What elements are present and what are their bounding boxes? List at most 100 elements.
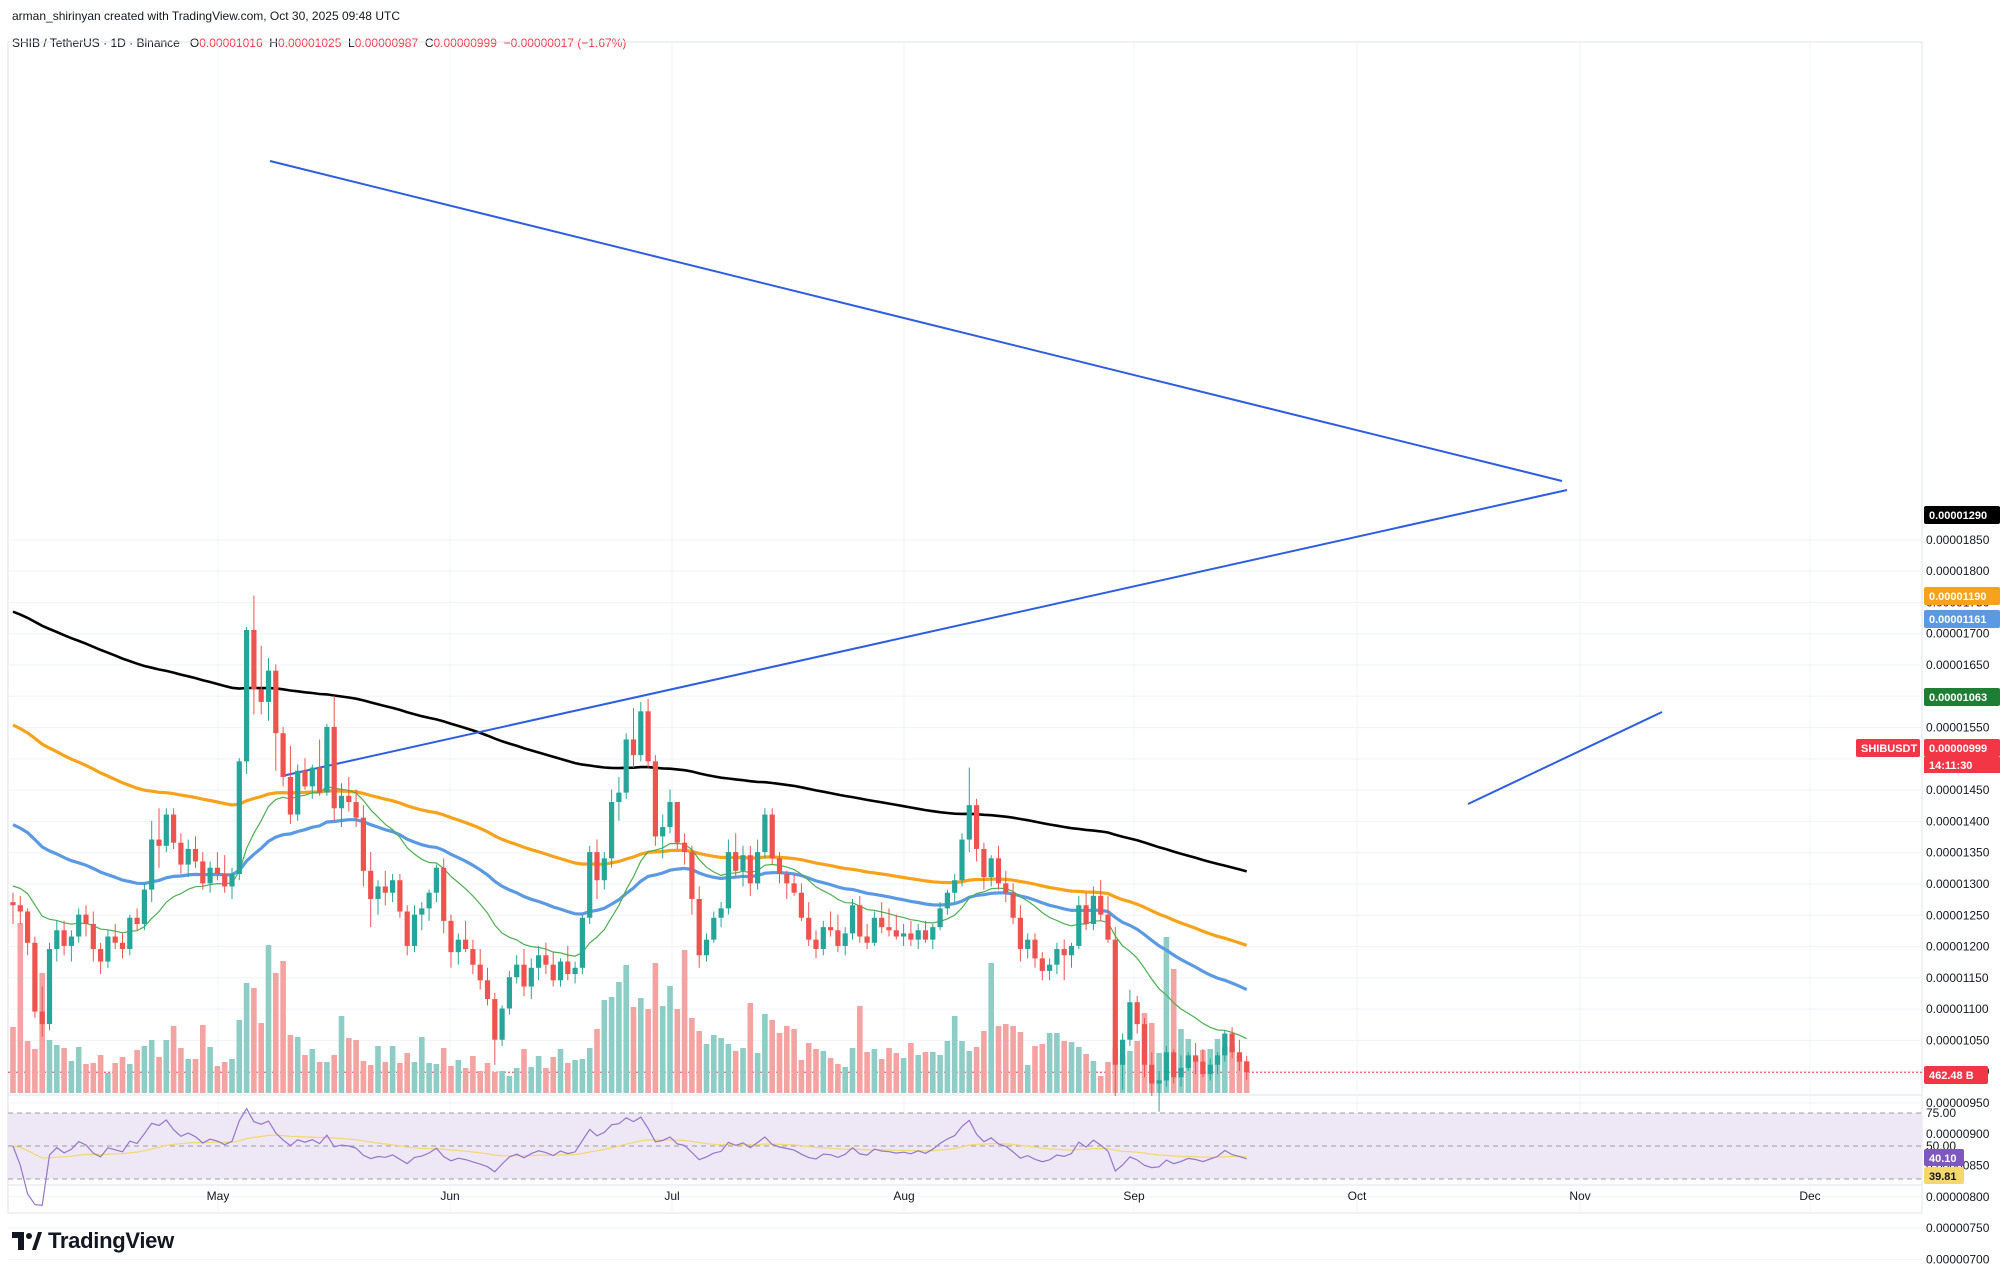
candle-body[interactable] — [1214, 1055, 1221, 1065]
candle-body[interactable] — [849, 905, 856, 934]
candle-body[interactable] — [1025, 939, 1031, 950]
candle-body[interactable] — [638, 711, 644, 756]
candle-body[interactable] — [258, 689, 264, 702]
candle-body[interactable] — [338, 795, 345, 809]
candle-body[interactable] — [280, 733, 286, 777]
candle-body[interactable] — [222, 873, 228, 887]
candle-body[interactable] — [776, 858, 783, 874]
candle-body[interactable] — [1149, 1064, 1155, 1084]
candle-body[interactable] — [470, 949, 476, 965]
candle-body[interactable] — [411, 914, 418, 946]
candle-body[interactable] — [652, 761, 658, 837]
candle-body[interactable] — [1236, 1052, 1242, 1062]
candle-body[interactable] — [477, 964, 483, 981]
trendline[interactable] — [281, 489, 1568, 777]
candle-body[interactable] — [667, 802, 673, 828]
candle-body[interactable] — [871, 917, 877, 943]
candle-body[interactable] — [10, 902, 16, 906]
candle-body[interactable] — [959, 839, 965, 881]
candle-body[interactable] — [966, 805, 972, 840]
candle-body[interactable] — [733, 852, 739, 871]
candle-body[interactable] — [660, 827, 666, 837]
candle-body[interactable] — [857, 905, 863, 937]
candle-body[interactable] — [543, 955, 549, 965]
candle-body[interactable] — [1047, 964, 1053, 971]
candle-body[interactable] — [1156, 1080, 1162, 1084]
trendlines[interactable] — [269, 160, 1663, 805]
candle-body[interactable] — [207, 867, 213, 884]
candle-body[interactable] — [901, 933, 907, 937]
candle-body[interactable] — [236, 761, 242, 874]
candle-body[interactable] — [864, 936, 870, 943]
candle-body[interactable] — [433, 867, 439, 893]
candle-body[interactable] — [90, 924, 96, 950]
candle-body[interactable] — [893, 930, 899, 937]
trendline[interactable] — [1467, 711, 1663, 805]
candle-body[interactable] — [579, 917, 585, 968]
candle-body[interactable] — [192, 848, 199, 862]
candle-body[interactable] — [1171, 1052, 1177, 1078]
candle-body[interactable] — [273, 670, 279, 734]
symbol-legend[interactable]: SHIB / TetherUS · 1D · Binance O0.000010… — [12, 36, 626, 50]
candle-body[interactable] — [974, 805, 980, 849]
candle-body[interactable] — [134, 917, 140, 925]
candle-body[interactable] — [251, 629, 257, 690]
candle-body[interactable] — [112, 936, 118, 943]
candle-body[interactable] — [682, 842, 688, 853]
candle-body[interactable] — [156, 839, 162, 846]
candle-body[interactable] — [419, 908, 425, 915]
candle-body[interactable] — [995, 858, 1002, 884]
candle-body[interactable] — [755, 852, 761, 884]
time-axis[interactable]: May Jun Jul Aug Sep Oct Nov Dec — [207, 1189, 1821, 1203]
candle-body[interactable] — [1098, 895, 1104, 915]
candle-body[interactable] — [791, 883, 797, 893]
candle-body[interactable] — [689, 852, 695, 899]
candle-body[interactable] — [61, 930, 67, 946]
candle-body[interactable] — [645, 711, 651, 762]
candle-body[interactable] — [806, 917, 812, 940]
candle-body[interactable] — [331, 726, 337, 809]
candle-body[interactable] — [1185, 1055, 1191, 1068]
candle-body[interactable] — [441, 867, 447, 921]
candle-body[interactable] — [324, 726, 330, 793]
candle-body[interactable] — [375, 886, 381, 899]
candle-body[interactable] — [1120, 1039, 1126, 1065]
candle-body[interactable] — [1207, 1064, 1213, 1075]
candle-body[interactable] — [1178, 1067, 1184, 1078]
candle-body[interactable] — [1054, 949, 1060, 965]
candle-body[interactable] — [1017, 917, 1023, 950]
candle-body[interactable] — [1083, 905, 1089, 925]
candle-body[interactable] — [514, 964, 520, 978]
candle-body[interactable] — [105, 936, 111, 962]
candle-body[interactable] — [1061, 949, 1067, 956]
candle-body[interactable] — [798, 892, 804, 918]
candle-body[interactable] — [835, 930, 841, 946]
candle-body[interactable] — [149, 839, 155, 890]
candle-body[interactable] — [1134, 1002, 1140, 1025]
candle-body[interactable] — [762, 814, 768, 853]
candle-body[interactable] — [382, 886, 388, 893]
candle-body[interactable] — [302, 770, 308, 787]
candle-body[interactable] — [886, 927, 892, 931]
candle-body[interactable] — [1010, 892, 1016, 918]
candle-body[interactable] — [1039, 958, 1045, 971]
candle-body[interactable] — [842, 933, 848, 946]
candle-body[interactable] — [747, 855, 753, 884]
candle-body[interactable] — [609, 802, 615, 859]
candlesticks[interactable] — [10, 595, 1250, 1112]
candle-body[interactable] — [244, 629, 250, 762]
candle-body[interactable] — [930, 927, 936, 940]
candle-body[interactable] — [594, 852, 600, 881]
candle-body[interactable] — [287, 776, 293, 815]
candle-body[interactable] — [39, 1011, 45, 1025]
candle-body[interactable] — [397, 880, 403, 912]
candle-body[interactable] — [1068, 945, 1075, 956]
candle-body[interactable] — [185, 848, 191, 865]
candle-body[interactable] — [163, 814, 169, 846]
candle-body[interactable] — [937, 908, 943, 928]
candle-body[interactable] — [981, 848, 987, 878]
candle-body[interactable] — [171, 814, 177, 843]
candle-body[interactable] — [915, 930, 921, 940]
candle-body[interactable] — [565, 961, 571, 975]
